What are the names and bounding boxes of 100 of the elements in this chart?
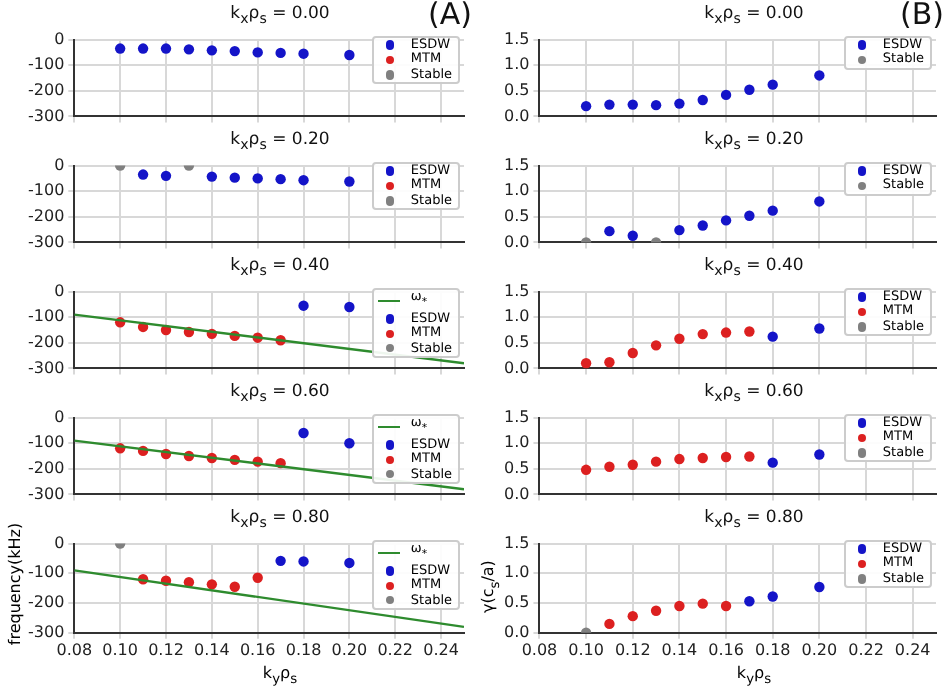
point <box>650 99 662 111</box>
x-tick-label: 0.24 <box>423 640 459 659</box>
text: (A) <box>428 0 472 32</box>
y-tick-label: -100 <box>28 433 65 452</box>
y-tick-label: 1.0 <box>503 55 530 74</box>
y-tick-label: 1.0 <box>503 563 530 582</box>
chart-title: k$_{x}$ρ$_{s}$ = 0.80 <box>702 508 806 532</box>
point <box>697 94 708 106</box>
y-tick-label: -300 <box>28 358 65 377</box>
y-tick-label: -300 <box>28 484 65 503</box>
point <box>674 224 685 236</box>
point <box>627 459 638 470</box>
y-tick-label: 1.5 <box>503 407 530 426</box>
point <box>604 357 615 368</box>
y-tick-label: -100 <box>28 307 65 326</box>
point <box>744 84 755 95</box>
point <box>580 358 592 369</box>
y-tick-label: -100 <box>28 181 65 200</box>
point <box>604 461 615 472</box>
point <box>627 99 638 110</box>
y-tick-label: 0.5 <box>503 593 530 612</box>
point <box>275 555 286 567</box>
y-tick-label: 1.0 <box>503 433 530 452</box>
point <box>604 99 615 110</box>
x-axis-title: k$_{y}$ρ$_{s}$ <box>260 662 300 692</box>
x-tick-label: 0.24 <box>894 640 931 659</box>
y-tick-label: 1.5 <box>503 155 530 174</box>
y-tick-label: 1.0 <box>503 181 530 200</box>
x-tick-label: 0.10 <box>102 640 138 659</box>
y-tick-label: 0.0 <box>503 484 530 503</box>
y-tick-label: -300 <box>28 232 65 251</box>
chart-title: k$_{x}$ρ$_{s}$ = 0.60 <box>702 382 806 406</box>
point <box>206 579 218 590</box>
y-tick-label: -200 <box>28 458 65 477</box>
point <box>298 556 309 567</box>
y-tick-label: 1.5 <box>503 533 530 552</box>
point <box>344 557 355 569</box>
point <box>767 79 778 90</box>
y-tick-label: -200 <box>28 332 65 351</box>
chart-title: k$_{x}$ρ$_{s}$ = 0.40 <box>228 256 332 280</box>
point <box>344 301 355 313</box>
y-tick-label: 0.0 <box>503 358 530 377</box>
point <box>767 591 778 602</box>
point <box>697 328 708 340</box>
point <box>650 456 662 467</box>
point <box>697 598 708 609</box>
y-tick-label: 0.5 <box>503 458 530 477</box>
point <box>814 449 825 460</box>
x-tick-label: 0.22 <box>848 640 884 659</box>
point <box>650 340 662 351</box>
y-tick-label: -300 <box>28 622 65 641</box>
chart-title: k$_{x}$ρ$_{s}$ = 0.40 <box>702 256 806 280</box>
y-tick-label: -200 <box>28 206 65 225</box>
x-tick-label: 0.12 <box>148 640 184 659</box>
point <box>814 70 825 81</box>
y-axis-title: frequency(kHz) <box>6 519 26 649</box>
x-tick-label: 0.16 <box>708 640 744 659</box>
point <box>580 464 592 476</box>
point <box>720 451 732 463</box>
point <box>697 220 708 231</box>
x-tick-label: 0.08 <box>56 640 93 659</box>
point <box>627 230 638 241</box>
point <box>580 100 592 112</box>
y-tick-label: -200 <box>28 80 65 99</box>
point <box>298 427 309 439</box>
point <box>814 323 825 334</box>
y-tick-label: 1.5 <box>503 29 530 48</box>
y-tick-label: -300 <box>28 106 65 125</box>
point <box>767 457 778 468</box>
y-tick-label: -100 <box>28 55 65 74</box>
point <box>744 451 755 462</box>
point <box>674 333 685 344</box>
point <box>604 225 615 237</box>
y-tick-label: -100 <box>28 563 65 582</box>
y-tick-label: 0 <box>54 533 65 552</box>
point <box>814 581 825 593</box>
point <box>627 347 638 359</box>
y-tick-label: 0 <box>54 281 65 300</box>
chart-title: k$_{x}$ρ$_{s}$ = 0.20 <box>228 130 332 154</box>
x-tick-label: 0.20 <box>331 640 368 659</box>
point <box>767 205 778 216</box>
y-tick-label: 0.0 <box>503 622 530 641</box>
y-tick-label: 0.5 <box>503 80 530 99</box>
y-tick-label: 0.0 <box>503 106 530 125</box>
point <box>720 89 732 101</box>
x-tick-label: 0.14 <box>194 640 230 659</box>
y-tick-label: 1.5 <box>503 281 530 300</box>
x-tick-label: 0.14 <box>661 640 698 659</box>
y-tick-label: 0.5 <box>503 332 530 351</box>
point <box>674 453 685 465</box>
point <box>720 327 732 338</box>
y-tick-label: 1.0 <box>503 307 530 326</box>
point <box>814 196 825 207</box>
text: (B) <box>900 0 944 32</box>
point <box>720 215 732 226</box>
point <box>298 300 309 311</box>
y-tick-label: -200 <box>28 593 65 612</box>
point <box>229 581 240 592</box>
y-tick-label: 0 <box>54 407 65 426</box>
x-tick-label: 0.10 <box>568 640 604 659</box>
